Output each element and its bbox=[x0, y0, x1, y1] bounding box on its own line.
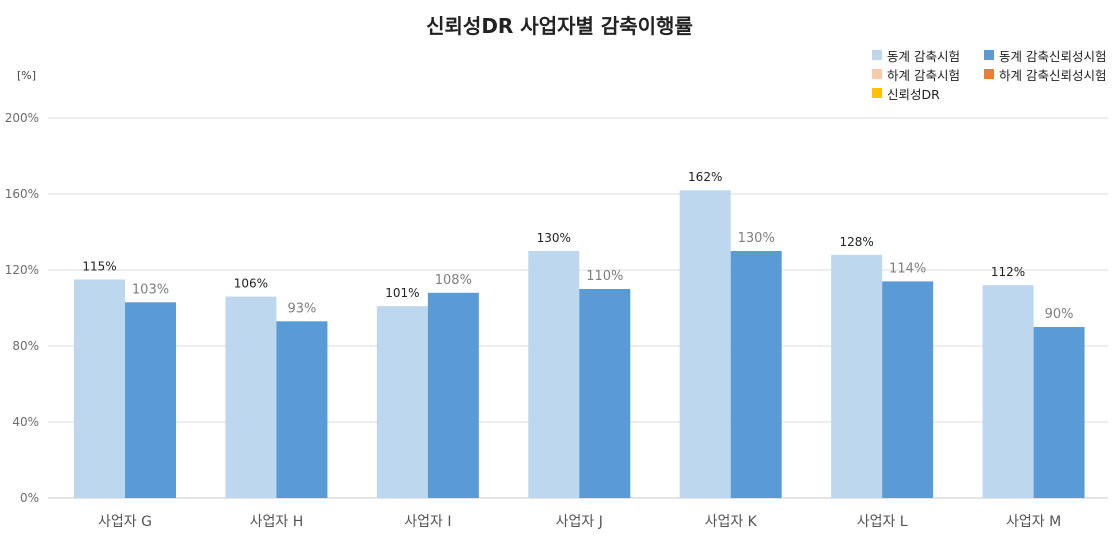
legend-swatch bbox=[984, 50, 994, 60]
legend-label: 하계 감축신뢰성시험 bbox=[999, 67, 1107, 83]
data-label: 114% bbox=[889, 261, 926, 276]
bar bbox=[982, 285, 1034, 498]
data-label: 93% bbox=[287, 301, 316, 316]
x-tick-label: 사업자 J bbox=[556, 514, 603, 530]
legend-label: 신뢰성DR bbox=[887, 86, 940, 102]
y-tick-label: 80% bbox=[12, 339, 39, 353]
y-tick-label: 200% bbox=[5, 111, 39, 125]
legend-label: 동계 감축신뢰성시험 bbox=[999, 48, 1107, 64]
x-tick-label: 사업자 H bbox=[250, 514, 304, 530]
legend-swatch bbox=[872, 50, 882, 60]
bar bbox=[427, 292, 479, 498]
chart-legend: 동계 감축시험 동계 감축신뢰성시험 하계 감축시험 하계 감축신뢰성시험 신뢰… bbox=[872, 46, 1117, 102]
data-label: 101% bbox=[385, 286, 419, 300]
x-tick-label: 사업자 K bbox=[705, 514, 758, 530]
data-label: 106% bbox=[234, 277, 268, 291]
y-tick-label: 120% bbox=[5, 263, 39, 277]
data-label: 110% bbox=[586, 269, 623, 284]
y-tick-label: 160% bbox=[5, 187, 39, 201]
data-label: 130% bbox=[738, 231, 775, 246]
bar bbox=[1033, 327, 1085, 498]
legend-item-summer-reduction-test: 하계 감축시험 bbox=[872, 65, 984, 83]
bar bbox=[831, 254, 883, 498]
legend-item-summer-reliability-test: 하계 감축신뢰성시험 bbox=[984, 65, 1109, 83]
chart-title: 신뢰성DR 사업자별 감축이행률 bbox=[426, 14, 693, 38]
data-label: 108% bbox=[435, 273, 472, 288]
legend-swatch bbox=[984, 69, 994, 79]
x-tick-label: 사업자 G bbox=[98, 514, 152, 530]
legend-label: 하계 감축시험 bbox=[887, 67, 960, 83]
bar bbox=[376, 306, 428, 498]
bar bbox=[225, 296, 277, 498]
legend-label: 동계 감축시험 bbox=[887, 48, 960, 64]
data-label: 90% bbox=[1045, 307, 1074, 322]
legend-item-winter-reliability-test: 동계 감축신뢰성시험 bbox=[984, 46, 1109, 64]
x-tick-label: 사업자 L bbox=[857, 514, 908, 530]
data-label: 128% bbox=[839, 235, 873, 249]
x-tick-label: 사업자 M bbox=[1006, 514, 1061, 530]
bar bbox=[125, 302, 176, 498]
data-label: 103% bbox=[132, 282, 169, 297]
legend-swatch bbox=[872, 88, 882, 98]
data-label: 112% bbox=[991, 265, 1025, 279]
bar bbox=[528, 251, 580, 498]
legend-item-winter-reduction-test: 동계 감축시험 bbox=[872, 46, 984, 64]
y-tick-label: 40% bbox=[12, 415, 39, 429]
y-axis-unit-label: [%] bbox=[17, 69, 37, 82]
bar bbox=[276, 321, 328, 498]
bar bbox=[882, 281, 934, 498]
legend-swatch bbox=[872, 69, 882, 79]
bar bbox=[679, 190, 731, 498]
legend-item-reliability-dr: 신뢰성DR bbox=[872, 84, 984, 102]
bar bbox=[579, 289, 631, 498]
y-tick-label: 0% bbox=[20, 491, 39, 505]
x-tick-label: 사업자 I bbox=[404, 514, 451, 530]
data-label: 115% bbox=[82, 260, 116, 274]
bar bbox=[730, 251, 782, 498]
bar bbox=[74, 279, 125, 498]
data-label: 130% bbox=[537, 231, 571, 245]
data-label: 162% bbox=[688, 170, 722, 184]
